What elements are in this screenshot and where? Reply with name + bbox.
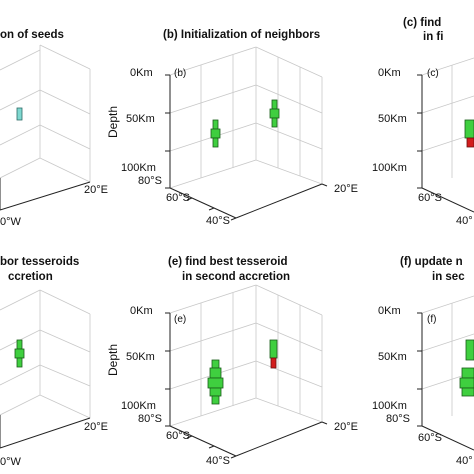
panel-e-depth-label: Depth [106, 344, 120, 376]
panel-d-lon-tick-left: 0°W [0, 456, 22, 468]
candidate-tesseroid-stack [464, 119, 474, 148]
panel-f-depth-tick-100: 100Km [372, 400, 407, 412]
panel-c-depth-tick-0: 0Km [378, 67, 401, 79]
updated-neighbor-stack [459, 339, 474, 397]
panel-c-title-line1: (c) find [403, 17, 441, 29]
panel-f-title-line2: in sec [432, 271, 465, 283]
panel-a-title: on of seeds [0, 29, 64, 41]
panel-a-lon-tick: 20°E [84, 184, 108, 196]
panel-e-depth-tick-100: 100Km [121, 400, 156, 412]
panel-d: 20°E 0°W [0, 289, 108, 468]
panel-b-depth-tick-0: 0Km [130, 67, 153, 79]
panel-e-lon-tick: 20°E [334, 421, 358, 433]
panel-e-lat-tick-40: 40°S [206, 455, 230, 467]
panel-e-tag: (e) [174, 314, 186, 325]
panel-e-lat-tick-80: 80°S [138, 413, 162, 425]
second-accretion-stack-front [207, 359, 224, 405]
panel-b-lat-tick-80: 80°S [138, 175, 162, 187]
panel-b-depth-tick-100: 100Km [121, 162, 156, 174]
panel-f-tag: (f) [427, 314, 436, 325]
accreted-tesseroid-stack [14, 339, 25, 368]
neighbor-tesseroid-stack-back [269, 99, 280, 128]
panel-c-title-line2: in fi [423, 31, 443, 43]
panel-a: 20°E 0°W [0, 44, 108, 228]
panel-c: (c) 0Km 50Km 100Km 60°S 40° [372, 57, 474, 227]
panel-e: (e) 0Km 50Km 100Km Depth 80°S 60°S 40°S … [106, 284, 358, 467]
best-tesseroid-stack-back [269, 339, 278, 369]
panel-b-depth-tick-50: 50Km [126, 113, 155, 125]
panel-b-lat-tick-60: 60°S [166, 192, 190, 204]
panel-d-lon-tick: 20°E [84, 421, 108, 433]
panel-b-depth-label: Depth [106, 106, 120, 138]
panel-e-depth-tick-0: 0Km [130, 305, 153, 317]
seed-tesseroid [16, 107, 23, 121]
panel-b-title: (b) Initialization of neighbors [163, 29, 320, 41]
panel-c-lat-tick-40: 40° [456, 215, 473, 227]
panel-c-depth-tick-50: 50Km [378, 113, 407, 125]
panel-e-depth-tick-50: 50Km [126, 351, 155, 363]
panel-b-tag: (b) [174, 68, 186, 79]
panel-f-depth-tick-50: 50Km [378, 351, 407, 363]
panel-e-title-line1: (e) find best tesseroid [168, 256, 288, 268]
panel-f: (f) 0Km 50Km 100Km 80°S 60°S 40° [372, 295, 474, 467]
panel-d-title-line2: ccretion [8, 271, 53, 283]
panel-c-lat-tick-60: 60°S [418, 192, 442, 204]
panel-e-title-line2: in second accretion [182, 271, 290, 283]
panel-b-lon-tick: 20°E [334, 183, 358, 195]
panel-f-lat-tick-80: 80°S [386, 413, 410, 425]
panel-d-title-line1: bor tesseroids [0, 256, 79, 268]
panel-e-lat-tick-60: 60°S [166, 430, 190, 442]
panel-a-lon-tick-left: 0°W [0, 216, 22, 228]
neighbor-tesseroid-stack-front [210, 119, 221, 148]
panel-b-lat-tick-40: 40°S [206, 215, 230, 227]
panel-b: (b) 0Km 50Km 100Km Depth 80°S 60°S 40°S … [106, 46, 358, 227]
panel-f-depth-tick-0: 0Km [378, 305, 401, 317]
panel-c-depth-tick-100: 100Km [372, 162, 407, 174]
panel-f-lat-tick-60: 60°S [418, 432, 442, 444]
panel-f-title-line1: (f) update n [400, 256, 463, 268]
panel-f-lat-tick-40: 40° [456, 455, 473, 467]
panel-c-tag: (c) [427, 68, 439, 79]
